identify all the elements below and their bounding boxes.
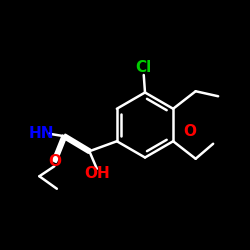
- Text: OH: OH: [84, 166, 110, 181]
- Text: O: O: [48, 154, 61, 169]
- Text: O: O: [183, 124, 196, 139]
- Text: HN: HN: [29, 126, 54, 141]
- Text: Cl: Cl: [136, 60, 152, 75]
